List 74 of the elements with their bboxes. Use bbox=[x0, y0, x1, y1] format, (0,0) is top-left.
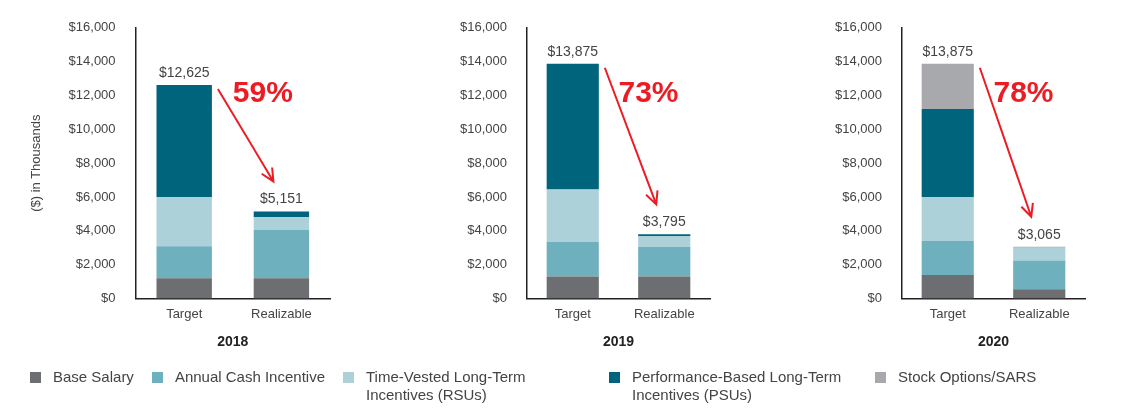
y-tick-label: $10,000 bbox=[834, 120, 882, 136]
bar bbox=[546, 241, 599, 277]
y-tick-label: $2,000 bbox=[467, 256, 507, 272]
bar bbox=[1013, 247, 1066, 261]
y-tick-label: $6,000 bbox=[75, 188, 116, 204]
y-tick-label: $14,000 bbox=[834, 53, 882, 69]
legend-label: Time-Vested Long-Term Incentives (RSUs) bbox=[365, 368, 527, 404]
y-tick-label: $0 bbox=[867, 290, 882, 306]
y-tick-label: $10,000 bbox=[459, 120, 507, 136]
legend-label: Base Salary bbox=[53, 368, 134, 386]
y-axis-title: ($) in Thousands bbox=[28, 114, 44, 212]
bar bbox=[921, 197, 974, 242]
annotation: 59% bbox=[232, 75, 293, 109]
y-tick-label: $12,000 bbox=[459, 87, 507, 103]
y-tick-label: $12,000 bbox=[68, 87, 116, 103]
y-tick-label: $8,000 bbox=[467, 154, 507, 170]
y-tick-label: $0 bbox=[101, 290, 116, 306]
legend-label: Performance-Based Long-Term Incentives (PSUs) bbox=[631, 368, 843, 404]
total-label: $3,795 bbox=[642, 213, 686, 230]
y-tick-label: $2,000 bbox=[842, 256, 882, 272]
bar bbox=[546, 189, 599, 242]
y-tick-label: $16,000 bbox=[68, 19, 116, 35]
y-tick-label: $4,000 bbox=[75, 222, 116, 238]
x-axis-title: 2019 bbox=[602, 333, 635, 350]
y-tick-label: $16,000 bbox=[459, 19, 507, 35]
x-axis-title: 2020 bbox=[977, 333, 1010, 350]
bar bbox=[1013, 260, 1066, 290]
bar bbox=[253, 217, 310, 231]
bar bbox=[156, 84, 212, 198]
total-label: $13,875 bbox=[547, 42, 599, 59]
bar bbox=[921, 274, 974, 299]
y-tick-label: $14,000 bbox=[459, 53, 507, 69]
bar bbox=[156, 278, 212, 299]
annotation: 73% bbox=[618, 75, 679, 109]
bar bbox=[253, 278, 310, 299]
bar bbox=[1013, 289, 1066, 299]
annotation: 78% bbox=[993, 75, 1054, 109]
x-tick-label: Realizable bbox=[251, 305, 312, 321]
x-tick-label: Target bbox=[929, 305, 967, 321]
bar bbox=[253, 230, 310, 279]
bar bbox=[546, 276, 599, 299]
bar bbox=[638, 276, 691, 299]
total-label: $13,875 bbox=[922, 42, 974, 59]
x-tick-label: Target bbox=[554, 305, 592, 321]
bar bbox=[921, 241, 974, 275]
total-label: $3,065 bbox=[1017, 225, 1061, 242]
bar bbox=[546, 63, 599, 190]
y-tick-label: $2,000 bbox=[75, 256, 116, 272]
y-tick-label: $12,000 bbox=[834, 87, 882, 103]
y-tick-label: $4,000 bbox=[842, 222, 882, 238]
y-tick-label: $8,000 bbox=[842, 154, 882, 170]
y-tick-label: $8,000 bbox=[75, 154, 116, 170]
total-label: $5,151 bbox=[259, 190, 304, 207]
y-tick-label: $14,000 bbox=[68, 53, 116, 69]
bar bbox=[921, 63, 974, 110]
y-tick-label: $6,000 bbox=[467, 188, 507, 204]
y-tick-label: $10,000 bbox=[68, 120, 116, 136]
legend-label: Stock Options/SARS bbox=[897, 368, 1037, 386]
legend-label: Annual Cash Incentive bbox=[174, 368, 325, 386]
x-tick-label: Target bbox=[166, 305, 203, 321]
total-label: $12,625 bbox=[158, 63, 210, 80]
x-tick-label: Realizable bbox=[633, 305, 695, 321]
y-tick-label: $0 bbox=[492, 290, 507, 306]
x-axis-title: 2018 bbox=[217, 333, 249, 350]
bar bbox=[253, 211, 310, 218]
bar bbox=[638, 246, 691, 277]
bar bbox=[156, 246, 212, 279]
y-tick-label: $6,000 bbox=[842, 188, 882, 204]
y-tick-label: $4,000 bbox=[467, 222, 507, 238]
y-tick-label: $16,000 bbox=[834, 19, 882, 35]
bar bbox=[638, 235, 691, 247]
bar bbox=[156, 197, 212, 247]
bar bbox=[921, 109, 974, 198]
x-tick-label: Realizable bbox=[1008, 305, 1070, 321]
